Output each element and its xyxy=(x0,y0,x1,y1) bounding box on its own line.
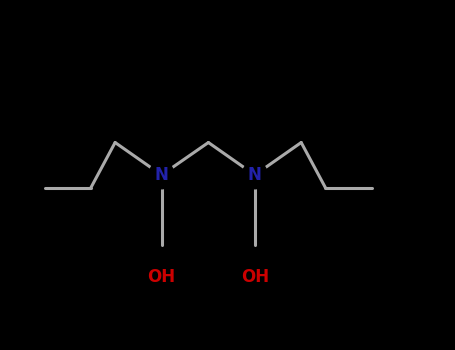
Text: N: N xyxy=(248,166,262,184)
Ellipse shape xyxy=(139,265,184,290)
Text: OH: OH xyxy=(147,268,176,287)
Text: OH: OH xyxy=(241,268,269,287)
Ellipse shape xyxy=(149,161,174,189)
Ellipse shape xyxy=(243,161,268,189)
Text: N: N xyxy=(155,166,168,184)
Ellipse shape xyxy=(232,265,278,290)
